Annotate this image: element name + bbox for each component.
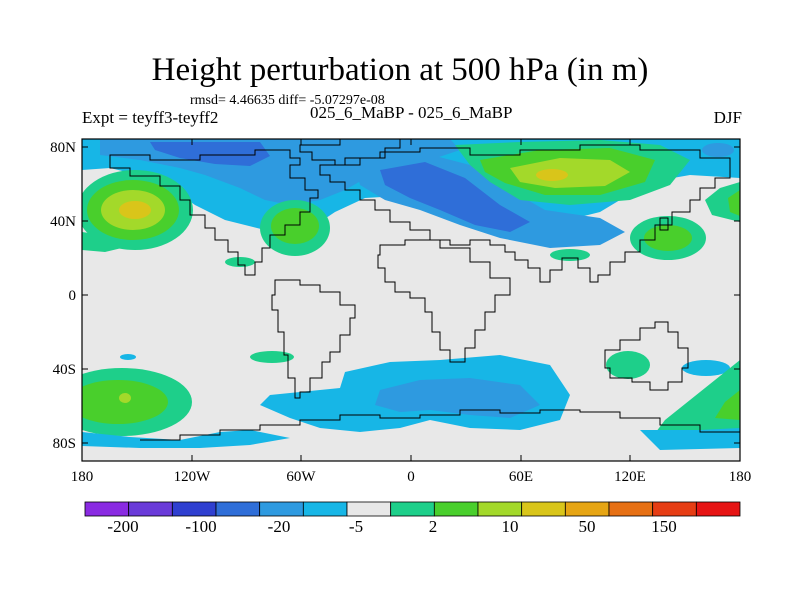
s-pacific-high-yellowgreen — [119, 393, 131, 403]
se-wedge-green — [715, 390, 740, 420]
colorbar-box — [259, 501, 304, 517]
coast-africa — [377, 239, 511, 363]
colorbar-box — [171, 501, 217, 517]
period-label: 025_6_MaBP - 025_6_MaBP — [310, 103, 513, 122]
pacific-high-yellow — [119, 201, 151, 219]
pacific-west-teal — [82, 232, 130, 252]
colorbar-box — [433, 501, 479, 517]
season-label: DJF — [713, 108, 742, 127]
coast-eurasia — [319, 144, 731, 283]
colorbar-label: 2 — [429, 517, 438, 536]
tick-marks — [81, 139, 741, 461]
mexico-teal — [225, 257, 255, 267]
north-band-darkblue — [150, 142, 270, 166]
coast-antarctica — [140, 409, 740, 441]
colorbar-box — [695, 501, 741, 517]
colorbar-label: -100 — [185, 517, 216, 536]
coastlines — [109, 139, 740, 441]
arctic-east-midblue — [702, 143, 734, 157]
y-tick-label: 80N — [50, 140, 76, 156]
east-asia-green — [728, 190, 740, 216]
colorbar-box — [302, 501, 348, 517]
contour-field — [82, 139, 740, 461]
colorbar — [84, 501, 741, 517]
x-tick-label: 60E — [509, 469, 533, 485]
y-tick-label: 0 — [69, 288, 77, 304]
se-wedge-teal — [650, 360, 740, 440]
s-pacific-speck — [120, 354, 136, 360]
colorbar-box — [521, 501, 566, 517]
x-tick-label: 120E — [614, 469, 646, 485]
colorbar-label: 50 — [579, 517, 596, 536]
experiment-label: Expt = teyff3-teyff2 — [82, 108, 219, 127]
x-tick-label: 120W — [174, 469, 212, 485]
asia-trough-darkblue — [380, 162, 530, 232]
colorbar-box — [84, 501, 130, 517]
coast-greenland — [299, 139, 401, 166]
antarctic-east-blue — [640, 428, 740, 450]
namerica-green — [271, 208, 319, 244]
rmsd-stats: rmsd= 4.46635 diff= -5.07297e-08 — [190, 93, 385, 108]
s-pacific-teal — [250, 351, 294, 363]
colorbar-box — [477, 501, 523, 517]
colorbar-box — [652, 501, 697, 517]
x-tick-label: 0 — [407, 469, 415, 485]
s-ocean-west-blue — [82, 430, 290, 448]
colorbar-label: -200 — [107, 517, 138, 536]
colorbar-box — [128, 501, 173, 517]
colorbar-label: 10 — [502, 517, 519, 536]
coast-australia — [604, 321, 689, 391]
colorbar-box — [390, 501, 435, 517]
arctic-ridge-yellowgreen — [510, 158, 630, 188]
coast-south-america — [271, 279, 356, 399]
colorbar-label: -20 — [268, 517, 291, 536]
s-pacific-high-green — [82, 380, 168, 424]
colorbar-label: -5 — [349, 517, 363, 536]
coast-japan — [659, 217, 669, 231]
west-pacific-green — [644, 225, 692, 251]
x-tick-label: 60W — [286, 469, 316, 485]
arctic-ridge-yellow — [536, 169, 568, 181]
colorbar-box — [215, 501, 261, 517]
x-tick-label: 180 — [729, 469, 752, 485]
india-teal — [550, 249, 590, 261]
y-tick-label: 40S — [53, 362, 76, 378]
colorbar-box — [564, 501, 610, 517]
colorbar-box — [608, 501, 654, 517]
s-indian-blue — [682, 360, 730, 376]
y-tick-label: 40N — [50, 214, 76, 230]
x-tick-label: 180 — [71, 469, 94, 485]
south-band-midblue — [375, 378, 540, 418]
y-tick-label: 80S — [53, 436, 76, 452]
colorbar-box — [346, 501, 392, 517]
colorbar-label: 150 — [651, 517, 677, 536]
coast-north-america — [109, 149, 319, 276]
australia-teal — [606, 351, 650, 379]
chart-title: Height perturbation at 500 hPa (in m) — [151, 52, 649, 88]
